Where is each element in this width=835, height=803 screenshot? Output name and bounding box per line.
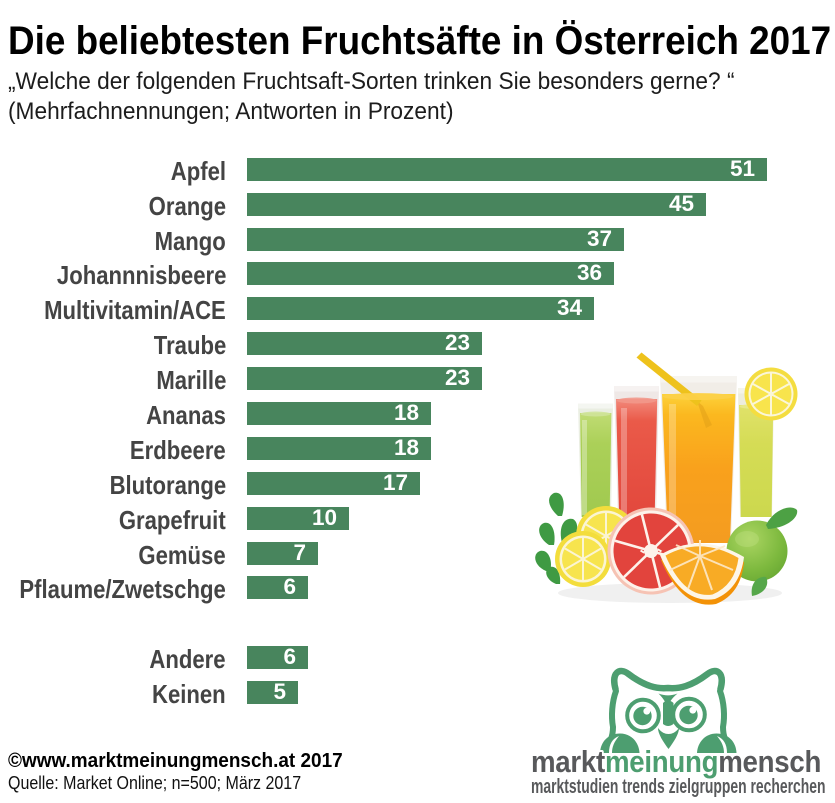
svg-text:marktmeinungmensch: marktmeinungmensch bbox=[531, 745, 821, 780]
svg-text:marktstudien trends zielgruppe: marktstudien trends zielgruppen recherch… bbox=[531, 774, 826, 797]
